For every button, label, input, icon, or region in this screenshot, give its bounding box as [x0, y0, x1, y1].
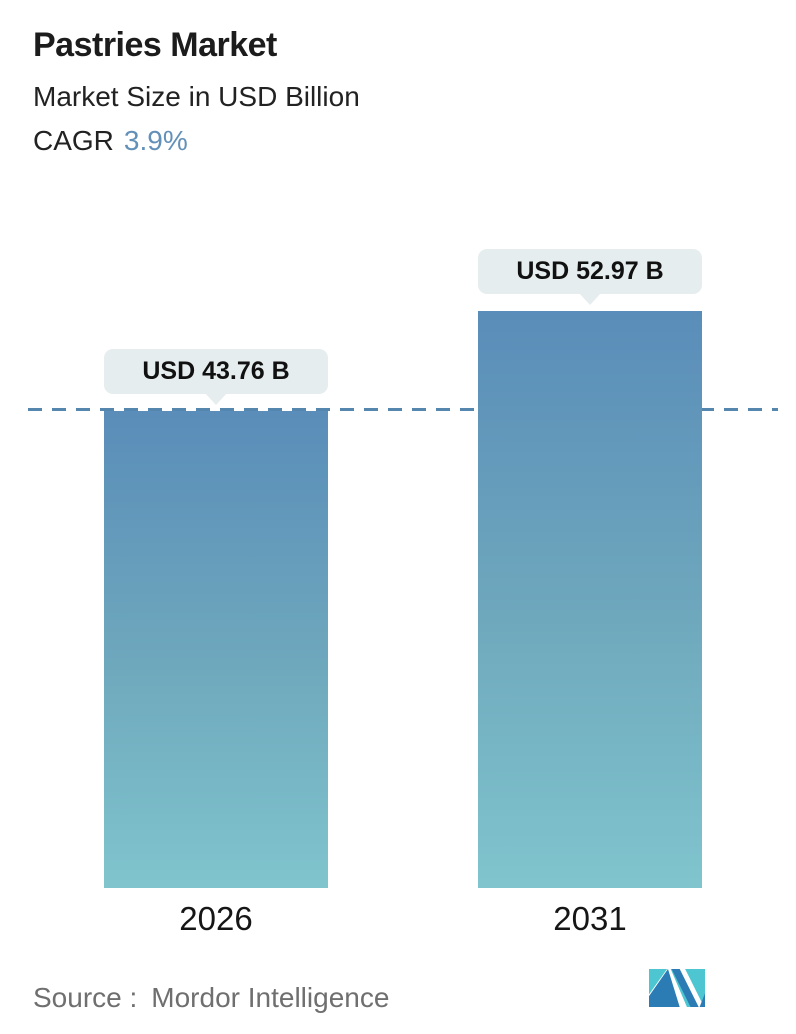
mordor-intelligence-logo [649, 969, 705, 1007]
value-label-2026: USD 43.76 B [142, 357, 290, 385]
bar-2026 [104, 411, 328, 888]
x-axis-label-2031: 2031 [553, 900, 627, 937]
cagr-value: 3.9% [123, 125, 188, 156]
cagr-label: CAGR [33, 125, 114, 156]
value-label-bubble-2026: USD 43.76 B [104, 349, 328, 405]
bubble-pointer-icon [205, 393, 227, 405]
source-prefix: Source : [33, 982, 138, 1013]
reference-dashed-line [28, 408, 778, 411]
bubble-pointer-icon [579, 293, 601, 305]
source-name: Mordor Intelligence [151, 982, 390, 1013]
bar-2031 [478, 311, 702, 888]
cagr-line: CAGR 3.9% [33, 125, 360, 157]
bar-group-2026: USD 43.76 B 2026 [104, 349, 328, 937]
page-title: Pastries Market [33, 26, 277, 64]
source-attribution: Source : Mordor Intelligence [33, 982, 389, 1014]
chart-header: Pastries Market Market Size in USD Billi… [33, 26, 360, 157]
bar-group-2031: USD 52.97 B 2031 [478, 249, 702, 937]
value-label-2031: USD 52.97 B [516, 257, 664, 285]
chart-subtitle: Market Size in USD Billion [33, 81, 360, 112]
value-label-bubble-2031: USD 52.97 B [478, 249, 702, 305]
x-axis-label-2026: 2026 [179, 900, 253, 937]
